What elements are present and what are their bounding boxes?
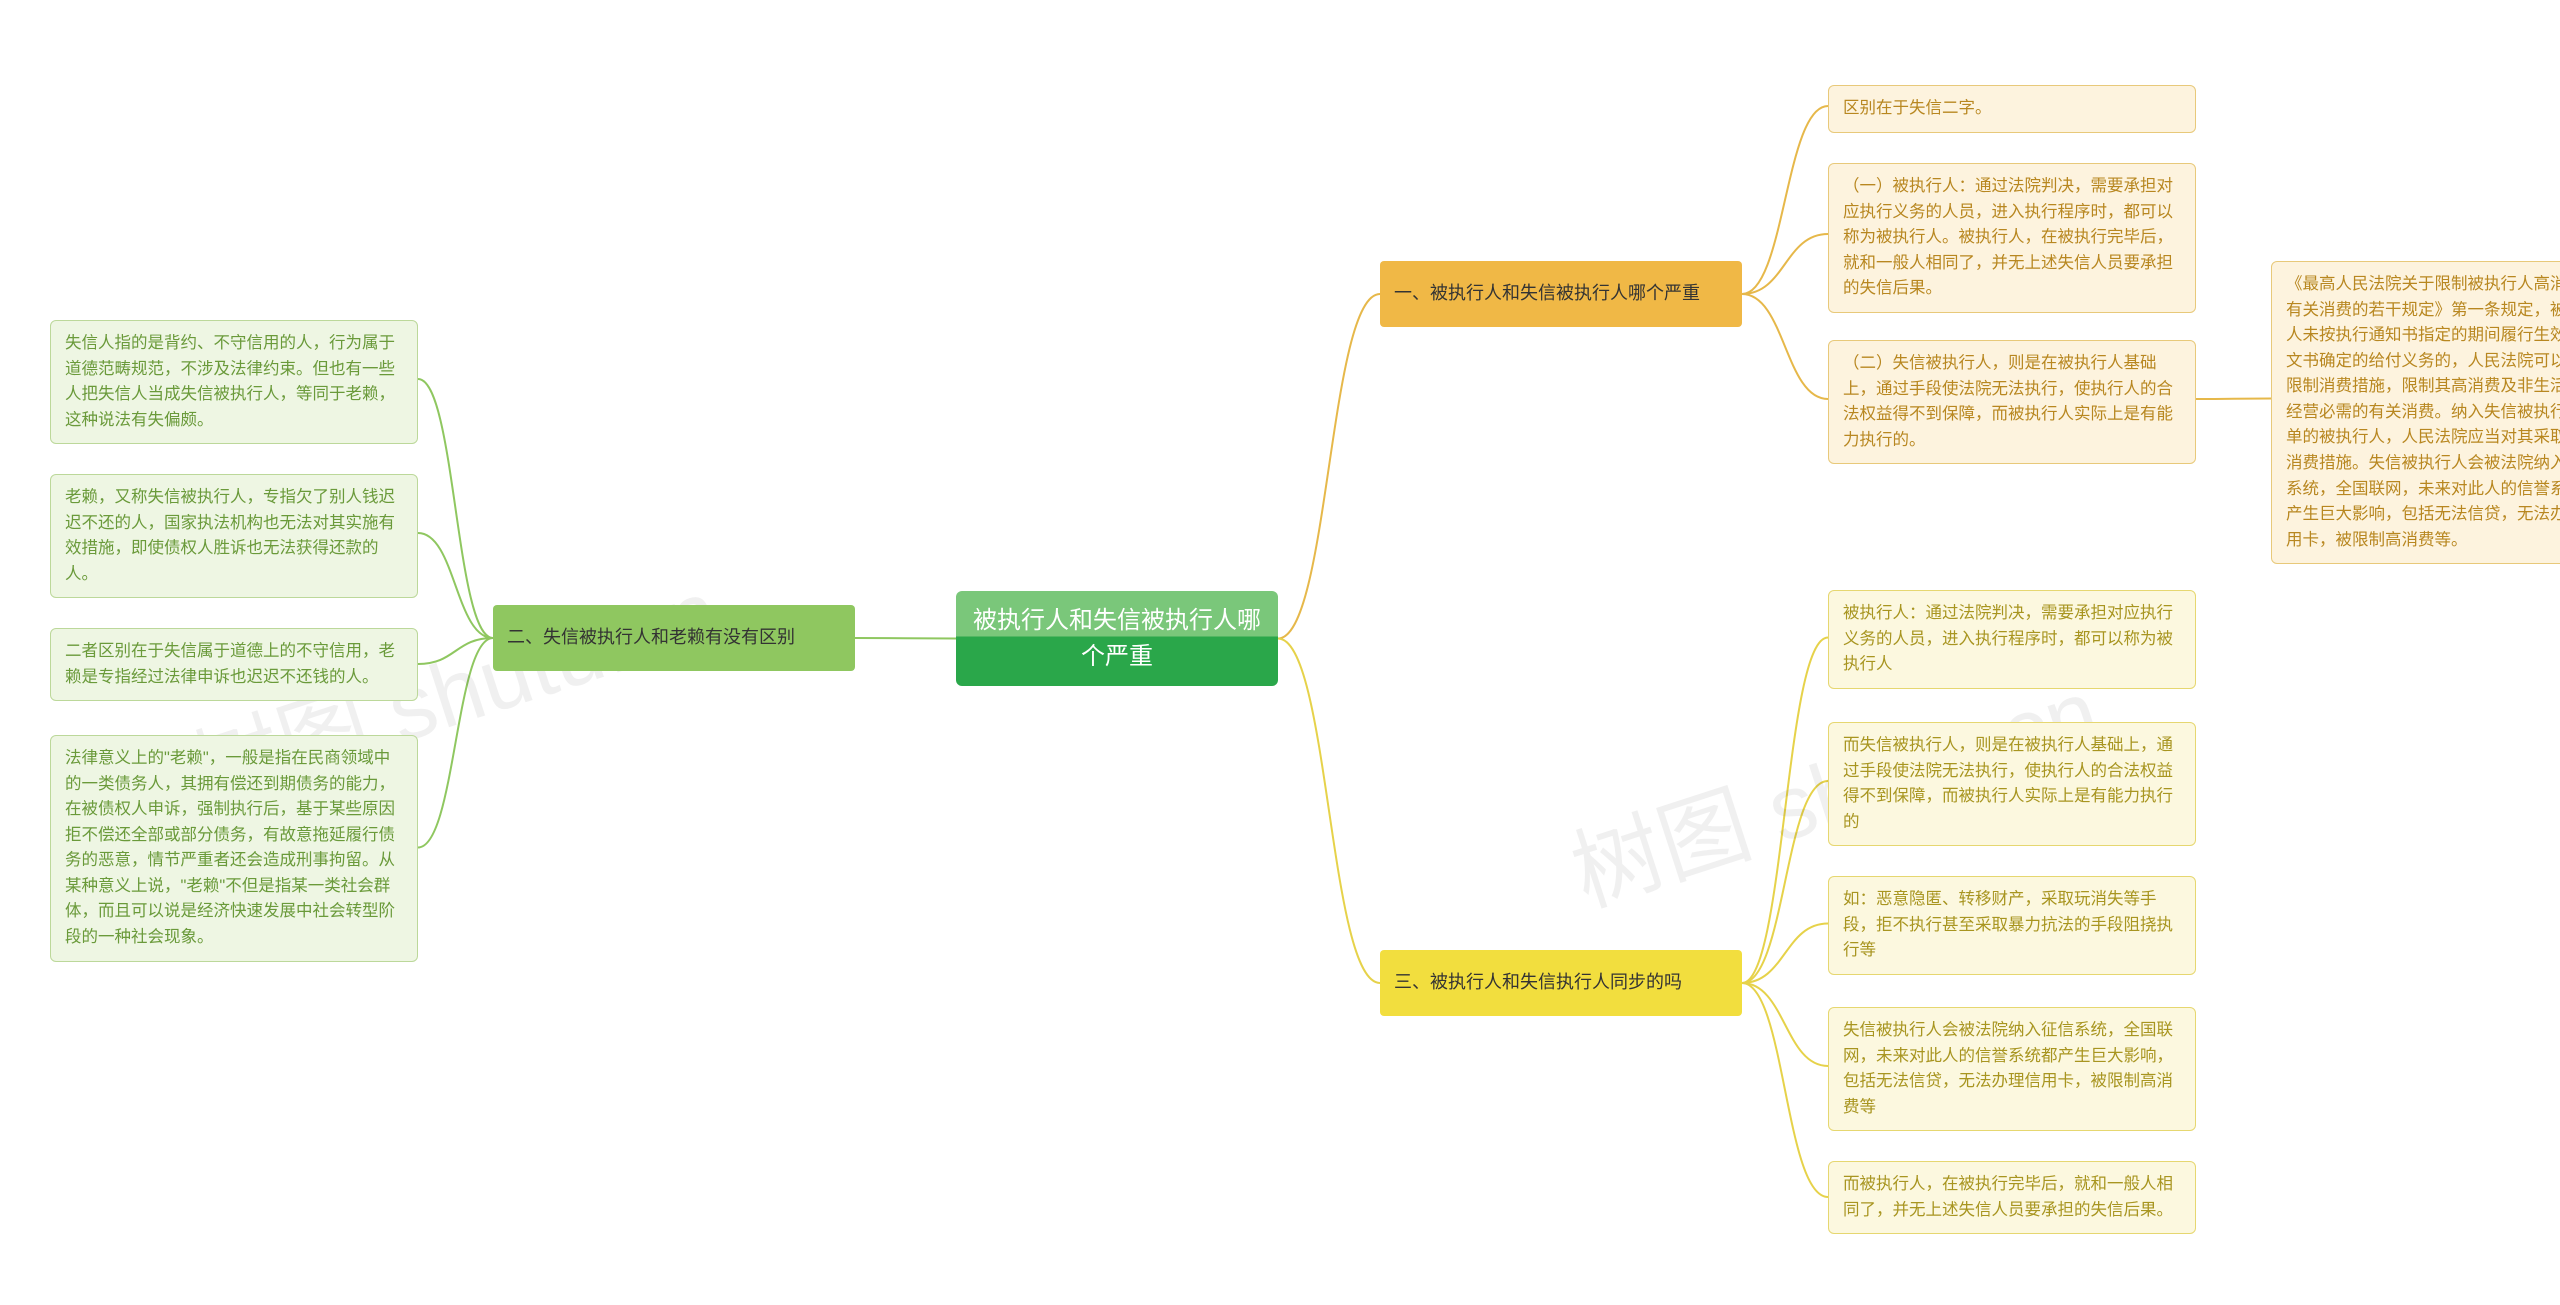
branch-3-leaf-3: 失信被执行人会被法院纳入征信系统，全国联网，未来对此人的信誉系统都产生巨大影响，… [1828, 1007, 2196, 1131]
branch-2-leaf-0: 失信人指的是背约、不守信用的人，行为属于道德范畴规范，不涉及法律约束。但也有一些… [50, 320, 418, 444]
branch-2-leaf-3: 法律意义上的"老赖"，一般是指在民商领域中的一类债务人，其拥有偿还到期债务的能力… [50, 735, 418, 962]
branch-1-leaf-1: （一）被执行人：通过法院判决，需要承担对应执行义务的人员，进入执行程序时，都可以… [1828, 163, 2196, 313]
branch-1-leaf-2-child: 《最高人民法院关于限制被执行人高消费及有关消费的若干规定》第一条规定，被执行人未… [2271, 261, 2560, 564]
branch-2-leaf-1: 老赖，又称失信被执行人，专指欠了别人钱迟迟不还的人，国家执法机构也无法对其实施有… [50, 474, 418, 598]
branch-1: 一、被执行人和失信被执行人哪个严重 [1380, 261, 1742, 327]
branch-1-leaf-2: （二）失信被执行人，则是在被执行人基础上，通过手段使法院无法执行，使执行人的合法… [1828, 340, 2196, 464]
branch-2-leaf-2: 二者区别在于失信属于道德上的不守信用，老赖是专指经过法律申诉也迟迟不还钱的人。 [50, 628, 418, 701]
branch-3-leaf-2: 如：恶意隐匿、转移财产，采取玩消失等手段，拒不执行甚至采取暴力抗法的手段阻挠执行… [1828, 876, 2196, 975]
branch-2: 二、失信被执行人和老赖有没有区别 [493, 605, 855, 671]
branch-3: 三、被执行人和失信执行人同步的吗 [1380, 950, 1742, 1016]
branch-3-leaf-4: 而被执行人，在被执行完毕后，就和一般人相同了，并无上述失信人员要承担的失信后果。 [1828, 1161, 2196, 1234]
branch-3-leaf-0: 被执行人：通过法院判决，需要承担对应执行义务的人员，进入执行程序时，都可以称为被… [1828, 590, 2196, 689]
branch-1-leaf-0: 区别在于失信二字。 [1828, 85, 2196, 133]
mindmap-root: 被执行人和失信被执行人哪个严重 [956, 591, 1278, 686]
branch-3-leaf-1: 而失信被执行人，则是在被执行人基础上，通过手段使法院无法执行，使执行人的合法权益… [1828, 722, 2196, 846]
